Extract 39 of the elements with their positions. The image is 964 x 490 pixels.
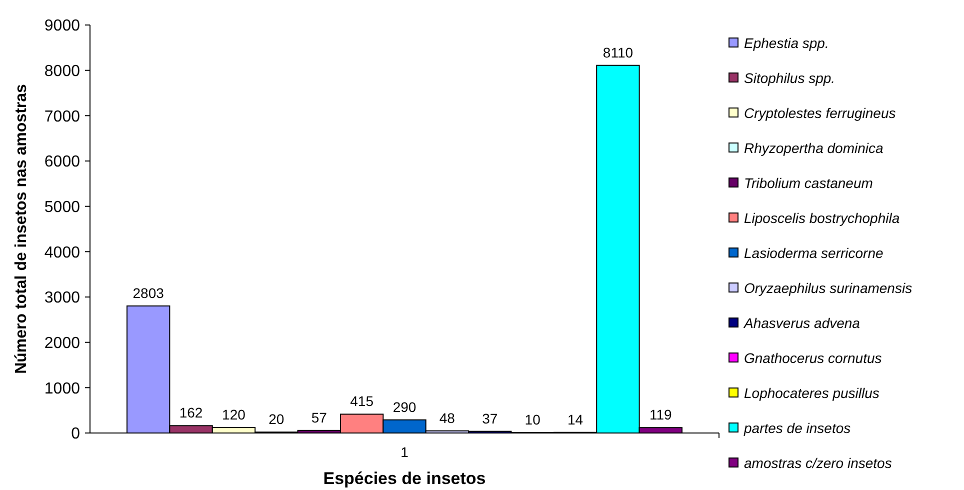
- legend-label: partes de insetos: [743, 420, 851, 436]
- data-label: 290: [392, 398, 416, 415]
- data-label: 415: [350, 393, 374, 410]
- legend-label: Gnathocerus cornutus: [744, 350, 882, 366]
- data-label: 48: [439, 410, 456, 426]
- y-axis-title: Número total de insetos nas amostras: [13, 84, 30, 374]
- data-label: 120: [222, 406, 246, 423]
- data-label: 10: [524, 412, 541, 428]
- legend-label: Tribolium castaneum: [744, 174, 874, 191]
- y-tick-label: 1000: [44, 380, 80, 398]
- data-label: 14: [567, 411, 584, 428]
- y-tick-label: 6000: [44, 154, 80, 171]
- legend-label: Ahasverus advena: [743, 314, 860, 331]
- data-label: 162: [179, 404, 203, 421]
- legend-label: Lophocateres pusillus: [744, 384, 880, 401]
- data-label: 57: [311, 409, 328, 426]
- y-tick-label: 2000: [44, 334, 80, 352]
- legend-label: Rhyzopertha dominica: [744, 140, 884, 156]
- legend-label: Lasioderma serricorne: [744, 244, 884, 261]
- y-tick-label: 4000: [44, 244, 80, 262]
- data-label: 2803: [132, 284, 164, 301]
- y-tick-label: 9000: [44, 18, 80, 35]
- data-label: 119: [649, 406, 672, 423]
- data-label: 8110: [602, 44, 634, 60]
- data-label: 37: [482, 410, 498, 426]
- y-tick-label: 0: [71, 426, 80, 443]
- x-axis-title: Espécies de insetos: [323, 469, 486, 488]
- data-label: 20: [268, 411, 284, 428]
- legend-label: Sitophilus spp.: [744, 70, 836, 86]
- legend-label: Cryptolestes ferrugineus: [744, 104, 896, 121]
- y-tick-label: 7000: [44, 108, 80, 126]
- legend-label: Ephestia spp.: [744, 34, 829, 51]
- legend-label: Oryzaephilus surinamensis: [744, 280, 912, 296]
- y-tick-label: 5000: [44, 198, 80, 216]
- y-tick-label: 3000: [44, 290, 80, 307]
- y-tick-label: 8000: [44, 62, 80, 80]
- legend-label: amostras c/zero insetos: [744, 454, 892, 471]
- legend-label: Liposcelis bostrychophila: [744, 210, 900, 226]
- x-tick-label: 1: [400, 444, 409, 460]
